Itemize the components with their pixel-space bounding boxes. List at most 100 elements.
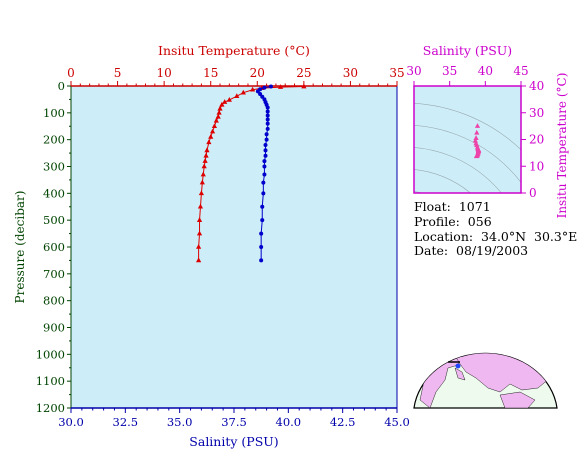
temperature-point (196, 230, 203, 236)
ts-temperature-tick-label: 30 (529, 106, 544, 120)
temperature-point (197, 203, 204, 209)
salinity-point (268, 84, 273, 89)
pressure-tick-label: 300 (43, 160, 65, 174)
temperature-tick-label: 15 (203, 66, 218, 80)
temperature-point (217, 105, 223, 111)
ts-point (472, 137, 478, 143)
pressure-tick-label: 1100 (36, 374, 65, 388)
temperature-point (226, 96, 232, 102)
salinity-point (265, 105, 270, 110)
salinity-point (265, 113, 270, 118)
ts-temperature-tick-label: 0 (529, 186, 537, 200)
salinity-point (255, 89, 260, 94)
temperature-point (198, 190, 204, 196)
ts-salinity-tick-label: 40 (478, 64, 493, 78)
temperature-tick-label: 30 (343, 66, 358, 80)
land-arabia (454, 367, 466, 381)
pressure-tick-label: 200 (43, 133, 65, 147)
ts-point (473, 135, 479, 140)
ts-point (473, 153, 480, 159)
pressure-tick-label: 400 (43, 186, 65, 200)
date-label: Date: 08/19/2003 (414, 243, 529, 258)
temperature-point (219, 101, 225, 107)
ts-salinity-axis-title: Salinity (PSU) (423, 43, 512, 58)
ts-salinity-tick-label: 45 (513, 64, 528, 78)
pressure-axis-title: Pressure (decibar) (13, 191, 27, 304)
temperature-point (277, 84, 284, 89)
temperature-point (199, 179, 205, 185)
salinity-point (262, 164, 267, 169)
temperature-point (240, 89, 246, 95)
salinity-point (265, 109, 270, 114)
pressure-tick-label: 1200 (36, 401, 65, 415)
location-label: Location: 34.0°N 30.3°E (414, 229, 578, 244)
temperature-point (215, 113, 221, 119)
temperature-tick-label: 20 (250, 66, 265, 80)
temperature-tick-label: 25 (296, 66, 311, 80)
salinity-point (261, 191, 266, 196)
temperature-point (301, 83, 307, 89)
temperature-point (202, 158, 208, 163)
salinity-point (259, 245, 264, 249)
temperature-point (216, 109, 222, 115)
salinity-point (262, 172, 267, 177)
temperature-point (208, 133, 214, 139)
salinity-tick-label: 45.0 (384, 415, 410, 429)
pressure-tick-label: 0 (58, 79, 65, 93)
ts-salinity-tick-label: 30 (406, 64, 421, 78)
salinity-tick-label: 35.0 (167, 415, 193, 429)
pressure-tick-label: 600 (43, 240, 65, 254)
salinity-point (265, 126, 270, 131)
salinity-point (260, 204, 265, 209)
temperature-point (196, 244, 202, 249)
location-map (413, 352, 558, 409)
salinity-point (262, 159, 267, 164)
temperature-point (234, 93, 240, 98)
ts-salinity-tick-label: 35 (442, 64, 457, 78)
salinity-point (265, 121, 270, 126)
land-australia (499, 391, 536, 408)
salinity-tick-label: 32.5 (113, 415, 139, 429)
temperature-point (203, 152, 209, 158)
temperature-point (250, 86, 256, 92)
ts-temperature-axis-title: Insitu Temperature (°C) (555, 73, 569, 219)
temperature-tick-label: 35 (389, 66, 404, 80)
salinity-point (263, 148, 268, 153)
pressure-tick-label: 700 (43, 267, 65, 281)
profile-label: Profile: 056 (414, 214, 492, 229)
salinity-point (260, 218, 265, 223)
temperature-axis-title: Insitu Temperature (°C) (158, 43, 310, 58)
pressure-tick-label: 100 (43, 106, 65, 120)
temperature-point (211, 123, 218, 129)
salinity-point (258, 92, 263, 97)
salinity-point (259, 258, 264, 263)
pressure-tick-label: 500 (43, 213, 65, 227)
salinity-point (260, 94, 265, 99)
temperature-point (206, 139, 212, 145)
temperature-tick-label: 10 (157, 66, 172, 80)
temperature-tick-label: 0 (67, 66, 75, 80)
salinity-point (264, 132, 269, 137)
float-label: Float: 1071 (414, 199, 491, 214)
pressure-tick-label: 800 (43, 294, 65, 308)
ts-point (474, 129, 480, 135)
salinity-point (263, 153, 268, 158)
ts-temperature-tick-label: 20 (529, 133, 544, 147)
temperature-point (222, 99, 228, 104)
temperature-point (200, 171, 206, 177)
temperature-point (204, 147, 210, 153)
ts-temperature-tick-label: 40 (529, 79, 544, 93)
ts-point (474, 123, 481, 128)
pressure-tick-label: 900 (43, 321, 65, 335)
salinity-point (259, 231, 264, 236)
salinity-point (261, 180, 266, 185)
salinity-point (264, 137, 269, 142)
temperature-point (201, 163, 207, 169)
salinity-tick-label: 37.5 (221, 415, 247, 429)
pressure-tick-label: 1000 (36, 347, 65, 361)
salinity-tick-label: 30.0 (58, 415, 84, 429)
salinity-tick-label: 42.5 (330, 415, 356, 429)
salinity-point (263, 143, 268, 148)
salinity-tick-label: 40.0 (276, 415, 302, 429)
